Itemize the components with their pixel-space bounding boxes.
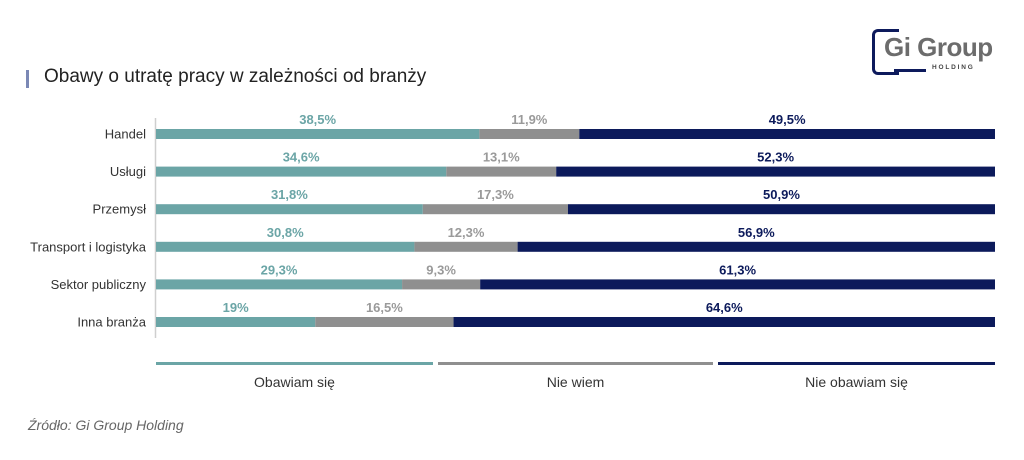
value-label-nie-wiem: 13,1% (483, 150, 520, 165)
title-accent-bar (26, 70, 29, 88)
logo-bracket (872, 29, 899, 75)
bar-obawiam (156, 317, 316, 327)
value-label-nie-obawiam: 49,5% (769, 112, 806, 127)
value-label-obawiam: 31,8% (271, 187, 308, 202)
category-label: Sektor publiczny (51, 277, 147, 292)
legend-label-nie-obawiam: Nie obawiam się (805, 374, 908, 390)
bar-nie-wiem (479, 129, 580, 139)
bar-nie-wiem (402, 279, 481, 290)
legend: Obawiam się Nie wiem Nie obawiam się (156, 362, 995, 390)
bar-nie-wiem (315, 317, 454, 327)
bar-nie-obawiam (567, 204, 995, 215)
value-label-obawiam: 29,3% (261, 262, 298, 277)
source-note: Źródło: Gi Group Holding (28, 417, 184, 433)
legend-label-obawiam: Obawiam się (254, 374, 335, 390)
bars-group: Handel 38,5% 11,9% 49,5% Usługi 34,6% 13,1% 52,… (30, 112, 995, 330)
value-label-nie-obawiam: 52,3% (757, 150, 794, 165)
bar-nie-obawiam (517, 241, 995, 252)
bar-nie-wiem (422, 204, 568, 215)
bar-nie-wiem (446, 166, 557, 177)
bar-nie-obawiam (579, 129, 995, 139)
logo-text: Gi Group (884, 32, 993, 62)
bar-nie-wiem (414, 241, 518, 252)
value-label-nie-wiem: 16,5% (366, 300, 403, 315)
value-label-obawiam: 30,8% (267, 225, 304, 240)
legend-swatch-obawiam (156, 362, 433, 365)
value-label-nie-wiem: 17,3% (477, 187, 514, 202)
bar-nie-obawiam (480, 279, 995, 290)
value-label-nie-wiem: 9,3% (426, 262, 456, 277)
bar-obawiam (156, 204, 423, 215)
chart-title: Obawy o utratę pracy w zależności od bra… (44, 66, 427, 87)
bar-obawiam (156, 241, 415, 252)
category-label: Transport i logistyka (30, 239, 147, 254)
gi-group-logo: Gi Group HOLDING (866, 26, 1006, 76)
bar-nie-obawiam (556, 166, 995, 177)
legend-label-nie-wiem: Nie wiem (547, 374, 605, 390)
value-label-nie-wiem: 12,3% (448, 225, 485, 240)
category-label: Inna branża (77, 315, 146, 330)
bar-obawiam (156, 166, 447, 177)
category-label: Przemysł (93, 202, 147, 217)
bar-obawiam (156, 129, 480, 139)
value-label-nie-obawiam: 50,9% (763, 187, 800, 202)
category-label: Handel (105, 127, 146, 142)
value-label-nie-obawiam: 61,3% (719, 262, 756, 277)
value-label-obawiam: 38,5% (299, 112, 336, 127)
logo-subtext: HOLDING (932, 64, 975, 71)
legend-swatch-nie-wiem (438, 362, 713, 365)
legend-swatch-nie-obawiam (718, 362, 995, 365)
bar-nie-obawiam (453, 317, 995, 327)
value-label-obawiam: 19% (223, 300, 249, 315)
value-label-nie-obawiam: 56,9% (738, 225, 775, 240)
logo-bracket-bottom (894, 69, 926, 72)
value-label-obawiam: 34,6% (283, 150, 320, 165)
category-label: Usługi (110, 164, 146, 179)
value-label-nie-obawiam: 64,6% (706, 300, 743, 315)
value-label-nie-wiem: 11,9% (511, 112, 548, 127)
bar-obawiam (156, 279, 403, 290)
